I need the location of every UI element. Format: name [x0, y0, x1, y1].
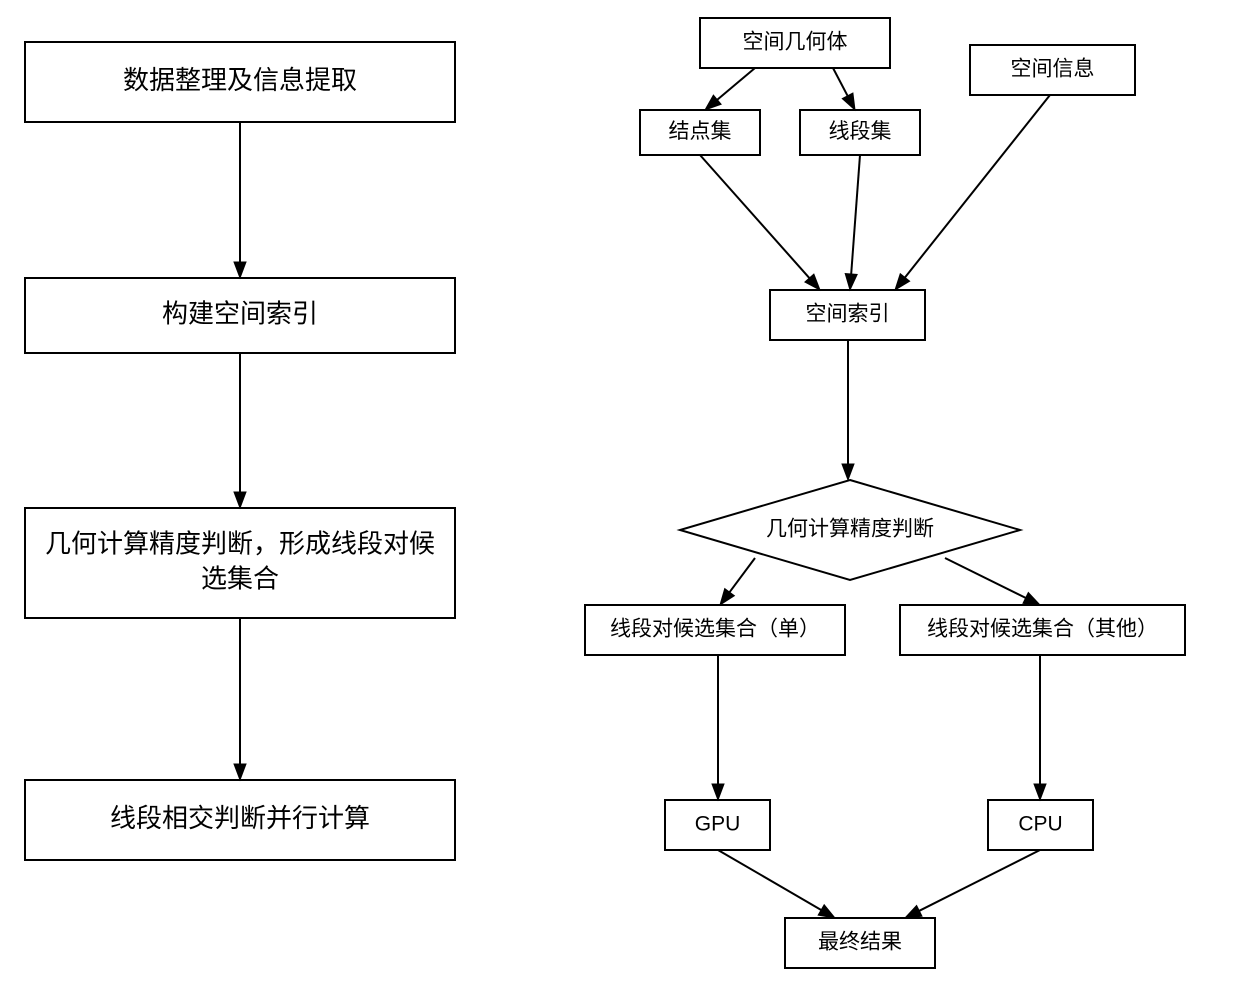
right-spatial_geom-label: 空间几何体: [743, 31, 848, 54]
arrow-head: [234, 764, 246, 780]
arrow: [700, 155, 809, 278]
right-cand_single-label: 线段对候选集合（单）: [610, 618, 820, 641]
arrow-head: [842, 464, 854, 480]
arrow-head: [720, 589, 734, 605]
arrow-head: [842, 93, 855, 110]
arrow-head: [234, 262, 246, 278]
right-final-label: 最终结果: [818, 931, 902, 954]
arrow: [833, 68, 848, 96]
arrow-head: [712, 784, 724, 800]
arrow-head: [234, 492, 246, 508]
left-step4-label: 线段相交判断并行计算: [110, 803, 370, 833]
right-gpu-label: GPU: [695, 813, 741, 836]
right-precision_decision-label: 几何计算精度判断: [766, 518, 934, 541]
arrow-head: [1023, 593, 1040, 605]
right-spatial_index-label: 空间索引: [806, 303, 890, 326]
right-segment_set-label: 线段集: [829, 120, 892, 143]
arrow: [717, 68, 755, 100]
arrow: [730, 558, 755, 592]
arrow-head: [845, 274, 857, 290]
arrow-head: [818, 905, 835, 918]
arrow: [905, 95, 1050, 277]
left-step3-label: 选集合: [201, 563, 279, 593]
arrow-head: [905, 905, 922, 918]
right-cpu-label: CPU: [1018, 813, 1062, 836]
left-step1-label: 数据整理及信息提取: [123, 65, 357, 95]
arrow: [718, 850, 821, 910]
left-step2-label: 构建空间索引: [162, 298, 318, 328]
arrow: [851, 155, 860, 274]
right-cand_other-label: 线段对候选集合（其他）: [927, 618, 1158, 641]
right-spatial_info-label: 空间信息: [1011, 58, 1095, 81]
arrow-head: [1034, 784, 1046, 800]
left-step3-label: 几何计算精度判断，形成线段对候: [45, 528, 435, 558]
right-node_set-label: 结点集: [669, 120, 732, 143]
arrow-head: [895, 274, 910, 290]
arrow: [945, 558, 1026, 598]
arrow: [919, 850, 1040, 911]
